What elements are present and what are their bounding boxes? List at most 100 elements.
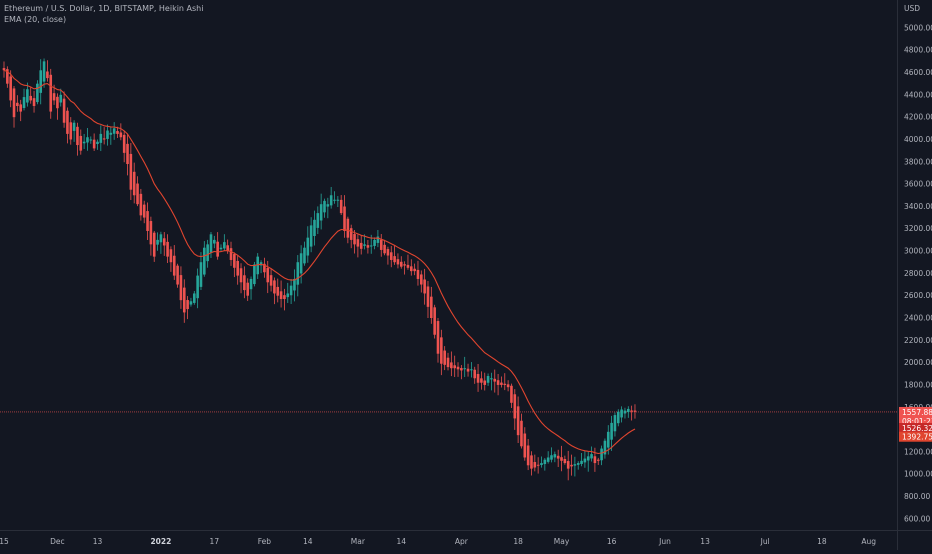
- candle-body: [613, 415, 617, 432]
- candle-body: [386, 249, 390, 256]
- candle-body: [263, 263, 266, 273]
- candle-body: [329, 195, 333, 206]
- time-tick-label: 14: [397, 537, 407, 546]
- candle-body: [406, 264, 410, 268]
- candle-body: [66, 110, 69, 134]
- candle-body: [172, 255, 176, 276]
- ema-line: [3, 69, 636, 455]
- candle-body: [463, 368, 467, 370]
- candle-body: [476, 373, 480, 383]
- candle-body: [363, 244, 366, 246]
- candle-body: [596, 459, 600, 461]
- candle-body: [219, 247, 223, 250]
- candle-body: [273, 280, 276, 294]
- candle-body: [403, 264, 406, 266]
- candle-body: [500, 382, 503, 385]
- candle-body: [36, 83, 39, 103]
- price-tick-label: 4400.00: [904, 90, 932, 99]
- candle-body: [149, 221, 153, 245]
- candle-body: [436, 321, 440, 354]
- candle-body: [566, 461, 570, 469]
- candle-body: [226, 245, 229, 252]
- candle-body: [259, 262, 263, 266]
- candle-body: [296, 262, 300, 285]
- candle-body: [313, 219, 316, 236]
- candle-body: [416, 269, 420, 279]
- ema-indicator-label[interactable]: EMA (20, close): [4, 15, 67, 24]
- time-axis[interactable]: 15 Dec 13 2022 17 Feb 14 Mar 14 Apr 18 May 16 Jun 13 Ju…: [0, 537, 876, 546]
- price-tick-label: 4000.00: [904, 135, 932, 144]
- candle-body: [376, 236, 380, 243]
- candle-body: [266, 268, 270, 283]
- price-tick-label: 3800.00: [904, 157, 932, 166]
- candle-body: [256, 256, 260, 275]
- price-tick-label: 4200.00: [904, 113, 932, 122]
- price-tick-label: 2200.00: [904, 336, 932, 345]
- candle-body: [616, 411, 620, 424]
- candle-body: [359, 242, 363, 249]
- symbol-title[interactable]: Ethereum / U.S. Dollar, 1D, BITSTAMP, He…: [4, 4, 204, 13]
- candle-body: [176, 265, 179, 285]
- candle-body: [600, 448, 603, 461]
- candle-body: [610, 422, 613, 440]
- price-tick-label: 1800.00: [904, 380, 932, 389]
- candle-body: [76, 126, 79, 146]
- candle-body: [42, 61, 46, 82]
- candle-body: [446, 357, 450, 368]
- time-tick-label: 2022: [150, 537, 171, 546]
- price-tag-background: [899, 431, 932, 442]
- candle-body: [536, 464, 540, 466]
- candle-body: [179, 275, 183, 301]
- candle-body: [102, 138, 106, 140]
- candle-body: [349, 228, 353, 240]
- candle-body: [142, 204, 146, 218]
- candle-body: [533, 462, 537, 468]
- candle-body: [369, 245, 373, 247]
- candle-body: [166, 241, 169, 257]
- time-tick-label: 14: [303, 537, 313, 546]
- candle-body: [206, 244, 209, 262]
- price-tick-label: 4600.00: [904, 68, 932, 77]
- candle-body: [353, 234, 356, 245]
- candle-body: [306, 237, 310, 256]
- candle-body: [196, 275, 199, 299]
- price-tick-label: 4800.00: [904, 46, 932, 55]
- candle-body: [523, 433, 527, 458]
- candle-body: [192, 293, 196, 303]
- candle-body: [423, 279, 426, 294]
- candle-body: [283, 295, 286, 300]
- candle-body: [546, 457, 550, 462]
- price-tick-label: 2600.00: [904, 291, 932, 300]
- candle-body: [223, 242, 226, 249]
- candle-body: [303, 247, 306, 264]
- candle-body: [39, 70, 43, 93]
- candle-body: [580, 460, 583, 464]
- time-tick-label: Jun: [658, 537, 671, 546]
- price-axis[interactable]: 600.00800.001000.001200.001400.001600.00…: [904, 23, 932, 523]
- candle-body: [86, 137, 89, 143]
- candle-body: [630, 410, 633, 412]
- candle-body: [503, 383, 507, 385]
- candle-body: [279, 291, 283, 300]
- candle-body: [56, 96, 59, 109]
- candle-body: [399, 261, 403, 267]
- candle-body: [623, 410, 627, 414]
- candle-body: [299, 253, 303, 274]
- candle-body: [186, 300, 189, 310]
- candle-body: [556, 455, 560, 459]
- candle-body: [540, 463, 543, 466]
- candle-body: [506, 384, 510, 388]
- candle-body: [309, 225, 313, 247]
- candle-body: [590, 454, 593, 459]
- candle-body: [339, 199, 343, 214]
- candle-body: [586, 456, 590, 461]
- candle-body: [606, 431, 610, 448]
- price-tag-background: [899, 406, 932, 417]
- price-tag-label: 1392.75: [902, 433, 932, 442]
- candle-body: [510, 385, 513, 403]
- price-tick-label: 2400.00: [904, 314, 932, 323]
- candle-body: [356, 239, 360, 247]
- candle-body: [513, 394, 517, 419]
